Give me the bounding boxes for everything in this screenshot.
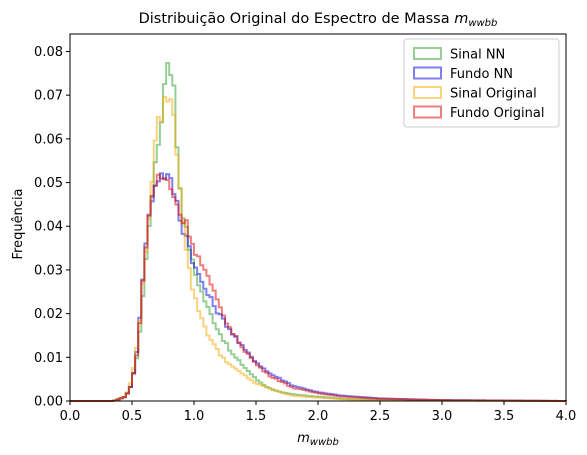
y-tick-label: 0.01 — [34, 351, 63, 366]
x-tick-label: 1.0 — [184, 409, 205, 424]
legend-label: Sinal NN — [450, 48, 505, 63]
y-tick-label: 0.05 — [34, 176, 63, 191]
legend-label: Sinal Original — [450, 87, 537, 102]
x-tick-label: 2.0 — [308, 409, 329, 424]
y-tick-label: 0.03 — [34, 263, 63, 278]
legend-label: Fundo NN — [450, 67, 513, 82]
x-tick-label: 3.0 — [432, 409, 453, 424]
legend-swatch — [413, 66, 442, 80]
legend-swatch — [413, 86, 442, 99]
chart-title: Distribuição Original do Espectro de Mas… — [139, 11, 498, 29]
legend-box — [403, 38, 560, 128]
legend-swatch — [413, 105, 442, 119]
x-tick-label: 3.5 — [494, 409, 515, 424]
x-tick-label: 1.5 — [246, 409, 267, 424]
x-tick-label: 0.0 — [60, 409, 81, 424]
legend-swatch — [413, 47, 442, 60]
x-tick-label: 0.5 — [122, 409, 143, 424]
y-tick-label: 0.06 — [34, 132, 63, 147]
x-axis-label: mwwbb — [297, 431, 339, 448]
y-tick-label: 0.02 — [34, 307, 63, 322]
y-tick-label: 0.04 — [34, 220, 63, 235]
x-tick-label: 2.5 — [370, 409, 391, 424]
series-line-fundo-original — [70, 173, 567, 402]
ticks-layer: 0.0 0.5 1.0 1.5 2.0 2.5 3.0 3.5 4.0 0.00 0.01 0.02 0… — [34, 45, 576, 424]
legend: Sinal NN Fundo NN Sinal Original Fundo Orig… — [403, 38, 560, 128]
legend-label: Fundo Original — [450, 106, 544, 121]
x-tick-label: 4.0 — [556, 409, 577, 424]
y-tick-label: 0.08 — [34, 45, 63, 60]
y-axis-label: Frequência — [11, 188, 26, 259]
y-tick-label: 0.00 — [34, 395, 63, 410]
y-tick-label: 0.07 — [34, 89, 63, 104]
